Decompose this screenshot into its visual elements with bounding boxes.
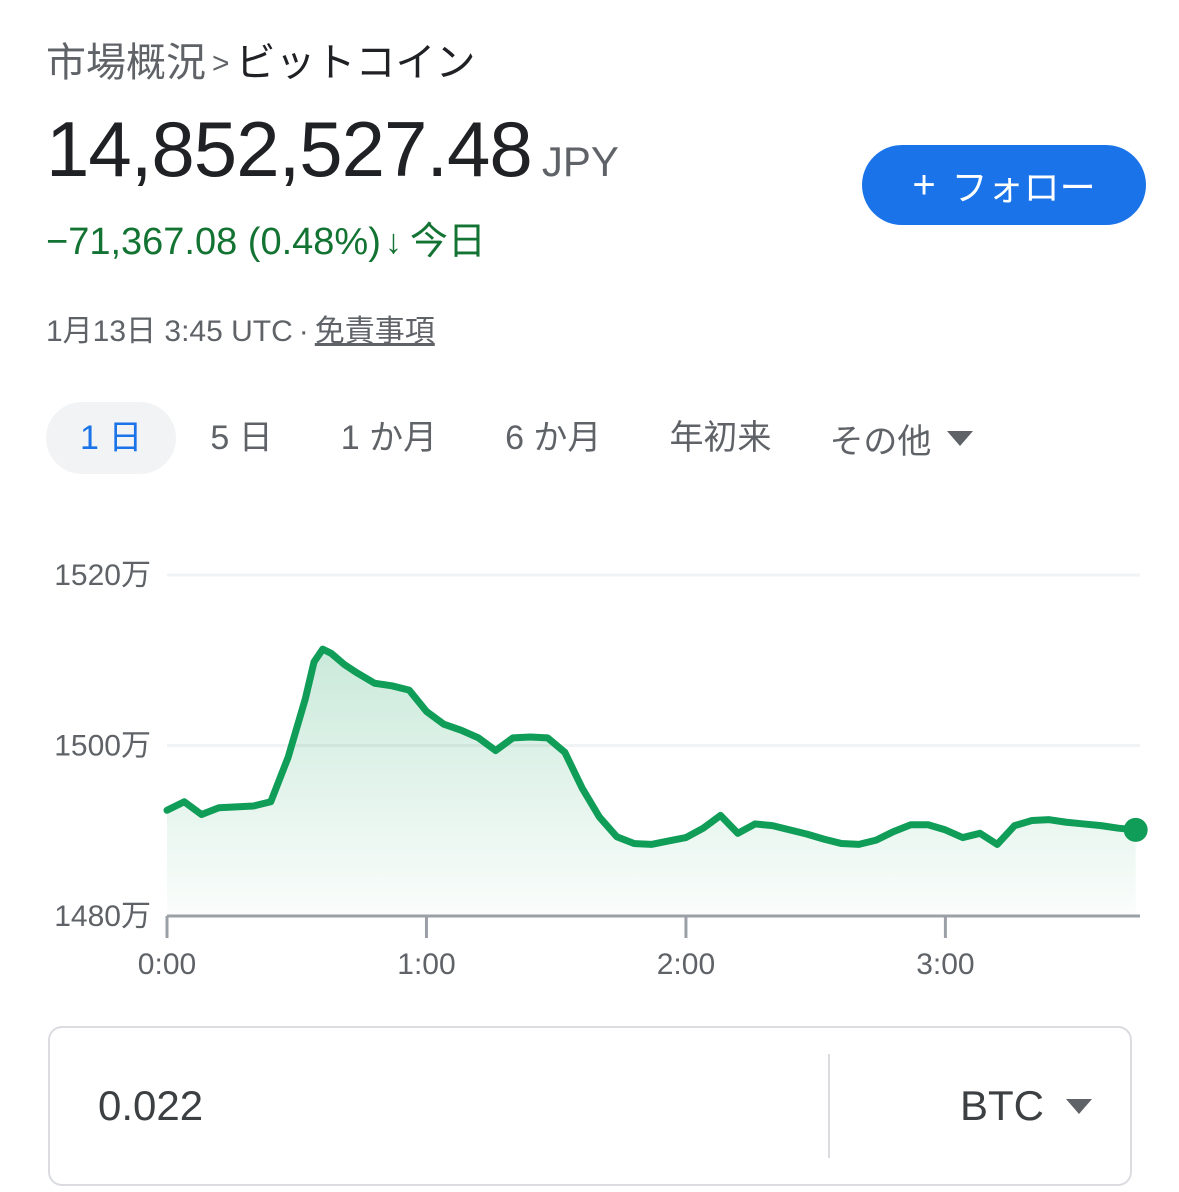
breadcrumb-separator: >: [212, 47, 230, 80]
breadcrumb: 市場概況 > ビットコイン: [46, 38, 476, 89]
current-price: 14,852,527.48: [46, 105, 533, 193]
chart-line: [163, 645, 1140, 848]
chart-x-axis-labels: 0:00 1:00 2:00 3:00: [138, 948, 975, 981]
disclaimer-link[interactable]: 免責事項: [314, 315, 435, 348]
svg-text:2:00: 2:00: [657, 948, 715, 981]
plus-icon: +: [912, 163, 936, 207]
converter-divider: [828, 1054, 830, 1158]
breadcrumb-parent[interactable]: 市場概況: [46, 41, 206, 85]
svg-text:1500万: 1500万: [54, 730, 151, 763]
tab-more[interactable]: その他: [805, 400, 983, 477]
price-row: 14,852,527.48 JPY: [46, 106, 619, 192]
arrow-down-icon: ↓: [384, 223, 402, 261]
price-chart[interactable]: 1520万 1500万 1480万 0:00 1:00 2:00 3:00: [0, 520, 1179, 1000]
tab-5d[interactable]: 5 日: [210, 419, 273, 457]
svg-text:1:00: 1:00: [397, 948, 455, 981]
price-change-period: 今日: [409, 221, 486, 263]
tab-6m[interactable]: 6 か月: [505, 419, 602, 457]
chart-svg: 1520万 1500万 1480万 0:00 1:00 2:00 3:00: [54, 559, 1148, 981]
converter-unit-dropdown[interactable]: BTC: [830, 1028, 1130, 1184]
breadcrumb-current: ビットコイン: [235, 41, 476, 85]
timestamp: 1月13日 3:45 UTC: [46, 315, 293, 348]
svg-text:3:00: 3:00: [916, 948, 974, 981]
converter-unit-label: BTC: [960, 1082, 1044, 1129]
svg-text:0:00: 0:00: [138, 948, 196, 981]
tab-1m[interactable]: 1 か月: [340, 419, 438, 457]
chart-y-axis-labels: 1520万 1500万 1480万: [54, 559, 151, 933]
tab-ytd[interactable]: 年初来: [669, 419, 772, 457]
tab-more-label: その他: [829, 422, 932, 461]
timestamp-row: 1月13日 3:45 UTC · 免責事項: [46, 312, 435, 352]
meta-separator: ·: [298, 315, 309, 348]
tab-1d[interactable]: 1 日: [46, 402, 177, 474]
price-change-row: −71,367.08 (0.48%) ↓ 今日: [46, 218, 486, 266]
currency-converter: BTC: [48, 1026, 1132, 1186]
price-currency: JPY: [541, 138, 619, 185]
svg-text:1480万: 1480万: [54, 900, 151, 933]
range-tabs: 1 日 5 日 1 か月 6 か月 年初来 その他: [46, 402, 983, 474]
price-change-value: −71,367.08 (0.48%): [46, 221, 381, 263]
chart-area-fill: [167, 649, 1136, 916]
chevron-down-icon: [947, 430, 974, 446]
chart-x-ticks: [165, 916, 947, 938]
follow-button[interactable]: + フォロー: [862, 145, 1146, 225]
follow-button-label: フォロー: [951, 167, 1096, 208]
svg-text:1520万: 1520万: [54, 559, 151, 592]
chart-end-marker: [1123, 817, 1148, 842]
chevron-down-icon: [1066, 1098, 1092, 1114]
converter-amount-input[interactable]: [50, 1028, 828, 1184]
